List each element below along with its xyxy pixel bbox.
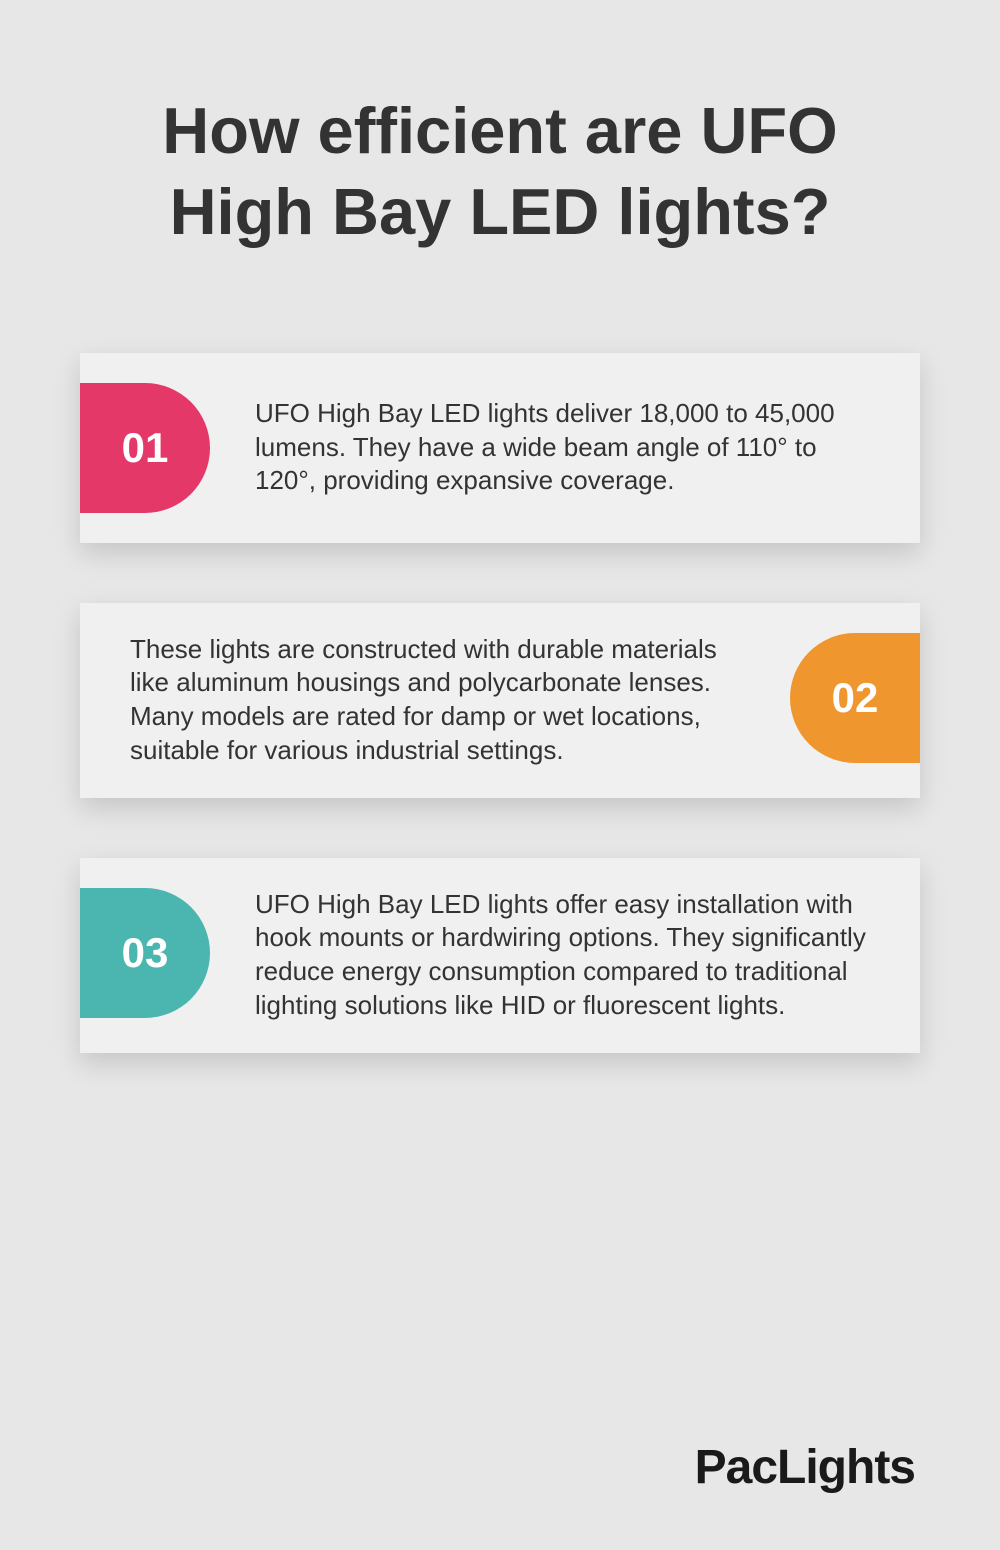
brand-logo: PacLights: [695, 1440, 915, 1495]
info-card-1: 01 UFO High Bay LED lights deliver 18,00…: [80, 353, 920, 543]
card-number-1: 01: [122, 424, 169, 472]
card-text-1: UFO High Bay LED lights deliver 18,000 t…: [255, 397, 870, 498]
page-title: How efficient are UFO High Bay LED light…: [80, 90, 920, 253]
card-number-2: 02: [832, 674, 879, 722]
info-card-3: 03 UFO High Bay LED lights offer easy in…: [80, 858, 920, 1053]
card-text-2: These lights are constructed with durabl…: [130, 633, 745, 768]
card-badge-2: 02: [790, 633, 920, 763]
card-badge-1: 01: [80, 383, 210, 513]
card-badge-3: 03: [80, 888, 210, 1018]
info-card-2: 02 These lights are constructed with dur…: [80, 603, 920, 798]
card-text-3: UFO High Bay LED lights offer easy insta…: [255, 888, 870, 1023]
card-number-3: 03: [122, 929, 169, 977]
